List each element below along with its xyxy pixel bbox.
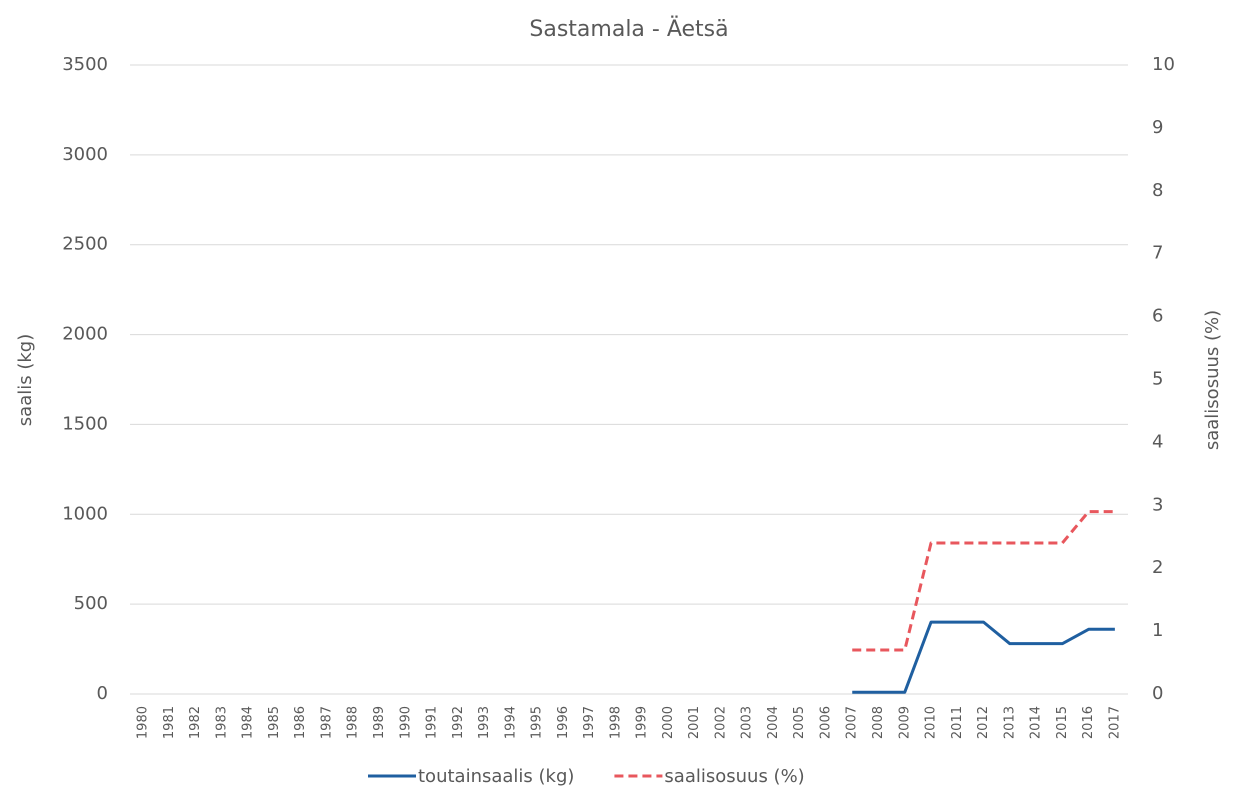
y2-tick-label: 7 [1152, 243, 1163, 264]
x-tick-label: 1987 [319, 706, 334, 739]
x-tick-label: 2004 [766, 706, 781, 739]
y2-tick-label: 4 [1152, 431, 1163, 452]
y-tick-label: 2500 [62, 234, 108, 255]
x-tick-label: 1990 [398, 706, 413, 739]
x-tick-label: 2003 [740, 706, 755, 739]
x-tick-label: 2008 [871, 706, 886, 739]
y2-tick-label: 8 [1152, 180, 1163, 201]
x-tick-label: 2010 [924, 706, 939, 739]
y-axis-label: saalis (kg) [15, 334, 36, 426]
x-tick-label: 2016 [1081, 706, 1096, 739]
y2-axis-label: saalisosuus (%) [1202, 310, 1223, 450]
y2-tick-label: 1 [1152, 620, 1163, 641]
x-tick-label: 1992 [451, 706, 466, 739]
y-tick-label: 1500 [62, 413, 108, 434]
x-tick-label: 1981 [162, 706, 177, 739]
x-tick-label: 1989 [372, 706, 387, 739]
x-tick-label: 1993 [477, 706, 492, 739]
chart-title: Sastamala - Äetsä [529, 16, 728, 42]
x-tick-label: 2005 [792, 706, 807, 739]
x-tick-label: 2007 [845, 706, 860, 739]
x-tick-label: 2001 [687, 706, 702, 739]
x-tick-label: 1996 [556, 706, 571, 739]
x-tick-label: 1988 [346, 706, 361, 739]
x-tick-label: 2015 [1055, 706, 1070, 739]
y-tick-label: 3500 [62, 54, 108, 75]
x-tick-label: 1985 [267, 706, 282, 739]
legend-label: saalisosuus (%) [664, 766, 804, 787]
x-tick-label: 1994 [503, 706, 518, 739]
x-tick-label: 1982 [188, 706, 203, 739]
x-tick-label: 2009 [897, 706, 912, 739]
y2-tick-label: 0 [1152, 683, 1163, 704]
y-tick-label: 3000 [62, 144, 108, 165]
x-tick-label: 1995 [530, 706, 545, 739]
y2-tick-label: 3 [1152, 494, 1163, 515]
x-tick-label: 1999 [635, 706, 650, 739]
y-tick-label: 1000 [62, 503, 108, 524]
x-tick-label: 2006 [818, 706, 833, 739]
x-tick-label: 2014 [1029, 706, 1044, 739]
x-tick-label: 1984 [241, 706, 256, 739]
x-tick-label: 1998 [608, 706, 623, 739]
y-tick-label: 500 [74, 593, 108, 614]
x-tick-label: 2002 [713, 706, 728, 739]
y2-tick-label: 5 [1152, 369, 1163, 390]
series-line [852, 510, 1115, 652]
y-tick-label: 0 [97, 683, 108, 704]
x-tick-label: 1997 [582, 706, 597, 739]
y-tick-label: 2000 [62, 324, 108, 345]
x-tick-label: 2011 [950, 706, 965, 739]
x-tick-label: 1991 [425, 706, 440, 739]
y2-tick-label: 2 [1152, 557, 1163, 578]
series-line [852, 620, 1115, 694]
x-tick-label: 2017 [1107, 706, 1122, 739]
x-tick-label: 2013 [1002, 706, 1017, 739]
x-tick-label: 1986 [293, 706, 308, 739]
x-tick-label: 2000 [661, 706, 676, 739]
y2-tick-label: 9 [1152, 117, 1163, 138]
x-tick-label: 1980 [136, 706, 151, 739]
x-tick-label: 2012 [976, 706, 991, 739]
legend-label: toutainsaalis (kg) [418, 766, 574, 787]
y2-tick-label: 10 [1152, 54, 1175, 75]
x-tick-label: 1983 [214, 706, 229, 739]
y2-tick-label: 6 [1152, 306, 1163, 327]
